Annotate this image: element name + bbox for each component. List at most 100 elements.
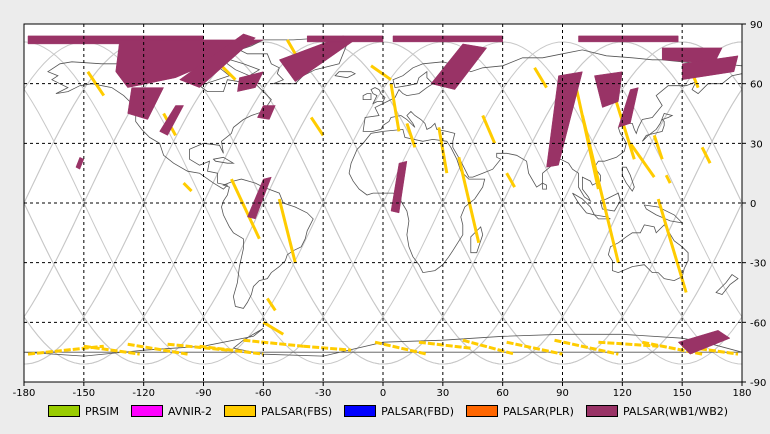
x-tick-label: 90 — [556, 388, 569, 399]
fbs-footprint — [580, 115, 620, 264]
legend-label: PRSIM — [85, 404, 119, 418]
orbit-track — [24, 41, 742, 365]
legend-swatch — [585, 405, 618, 417]
coastline — [362, 93, 372, 100]
coastline — [542, 182, 547, 190]
fbs-footprint — [127, 342, 188, 356]
orbit-track — [24, 41, 742, 365]
wb-footprint — [390, 160, 408, 214]
y-tick-label: 0 — [750, 199, 756, 210]
y-tick-label: -90 — [750, 378, 766, 389]
legend-item: PALSAR(PLR) — [466, 405, 574, 418]
x-tick-label: 180 — [732, 388, 751, 399]
coastline — [470, 226, 484, 254]
legend: PRSIM AVNIR-2 PALSAR(FBS) PALSAR(FBD) PALSAR… — [48, 402, 740, 420]
wb-footprint — [578, 35, 679, 43]
fbs-footprint — [664, 174, 672, 184]
coastline — [593, 214, 611, 220]
fbs-footprint — [481, 114, 497, 144]
fbs-footprint — [83, 344, 140, 356]
x-tick-label: -30 — [315, 388, 331, 399]
legend-swatch — [48, 405, 80, 417]
orbit-track — [24, 41, 742, 365]
legend-swatch — [344, 405, 377, 417]
x-tick-label: -180 — [13, 388, 36, 399]
fbs-footprint — [266, 297, 277, 312]
fbs-footprint — [303, 344, 352, 352]
fbs-footprint — [457, 156, 481, 244]
wb-footprint — [75, 156, 85, 170]
legend-item: PALSAR(FBD) — [344, 405, 454, 418]
fbs-footprint — [86, 70, 106, 97]
legend-label: PALSAR(FBD) — [381, 404, 455, 418]
fbs-footprint — [656, 198, 688, 293]
y-tick-label: -30 — [750, 259, 766, 270]
legend-item: PRSIM — [48, 405, 119, 418]
coastline — [621, 166, 635, 192]
legend-item: AVNIR-2 — [131, 405, 212, 418]
wb-footprint — [677, 330, 731, 355]
orbit-track — [24, 41, 742, 365]
wb-footprint — [247, 176, 272, 220]
coastline — [362, 49, 742, 203]
fbs-footprint — [506, 340, 563, 356]
legend-item: PALSAR(FBS) — [223, 404, 333, 418]
orbit-track — [24, 41, 742, 365]
fbs-footprint — [700, 146, 712, 164]
fbs-footprint — [533, 66, 548, 89]
x-tick-label: 150 — [673, 388, 692, 399]
fbs-footprint — [505, 172, 516, 188]
y-tick-label: -60 — [750, 318, 766, 329]
coastline — [221, 178, 314, 309]
x-tick-label: -60 — [255, 388, 271, 399]
wb-footprint — [127, 87, 165, 120]
x-tick-label: 60 — [496, 388, 509, 399]
wb-footprint — [430, 43, 488, 90]
orbit-tracks — [24, 41, 742, 365]
palsar-wb-footprints — [27, 33, 739, 355]
x-tick-label: -90 — [195, 388, 211, 399]
coastline — [715, 274, 739, 295]
wb-footprint — [306, 35, 384, 43]
legend-swatch — [131, 405, 163, 417]
fbs-footprint — [277, 198, 297, 264]
fbs-footprint — [389, 83, 401, 132]
wb-footprint — [257, 105, 276, 120]
fbs-footprint — [370, 64, 392, 81]
y-tick-label: 90 — [750, 20, 763, 31]
coastline — [370, 87, 386, 105]
y-tick-label: 60 — [750, 80, 763, 91]
axis-ticks: -180 -150 -120 -90 -60 -30 0 30 60 90 120 150 180 90 6… — [13, 20, 767, 399]
legend-label: PALSAR(WB1/WB2) — [622, 404, 729, 418]
x-tick-label: -150 — [72, 388, 95, 399]
fbs-footprint — [554, 338, 619, 356]
coastline — [599, 192, 621, 212]
fbs-footprint — [405, 122, 417, 148]
coastline — [641, 113, 674, 142]
fbs-footprint — [598, 340, 659, 348]
orbit-track — [24, 41, 742, 365]
coastline — [334, 71, 356, 79]
wb-footprint — [237, 71, 264, 92]
legend-label: AVNIR-2 — [168, 404, 212, 418]
x-tick-label: 30 — [436, 388, 449, 399]
legend-swatch — [466, 405, 499, 417]
x-tick-label: 0 — [380, 388, 386, 399]
fbs-footprint — [27, 344, 104, 356]
wb-footprint — [594, 71, 623, 108]
fbs-footprint — [243, 338, 304, 348]
x-tick-label: -120 — [132, 388, 155, 399]
fbs-footprint — [629, 142, 656, 179]
fbs-footprint — [230, 178, 261, 240]
coastline — [212, 156, 235, 164]
legend-swatch — [223, 405, 256, 417]
wb-footprint — [392, 35, 503, 43]
legend-label: PALSAR(FBS) — [260, 404, 333, 418]
wb-footprint — [159, 105, 185, 136]
y-tick-label: 30 — [750, 139, 763, 150]
fbs-footprint — [199, 344, 264, 356]
orbit-track — [24, 41, 742, 365]
wb-footprint — [179, 33, 256, 88]
